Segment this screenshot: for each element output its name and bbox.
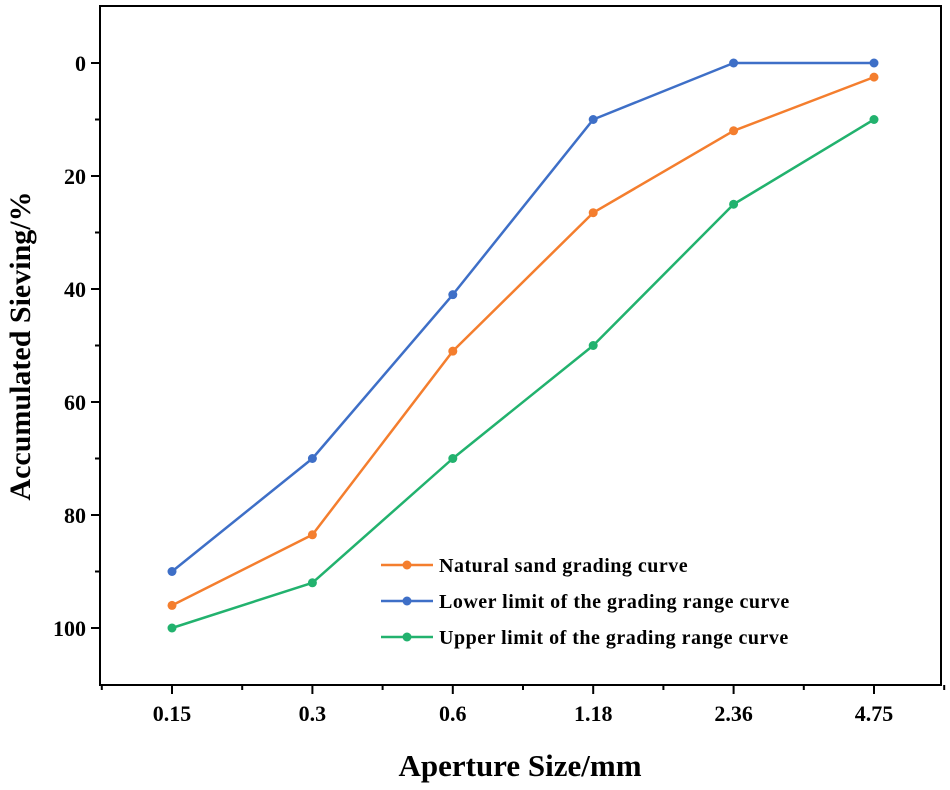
y-axis: 0 20 40 60 80 100 bbox=[53, 51, 100, 641]
data-point bbox=[869, 58, 879, 68]
legend-swatch-marker bbox=[402, 632, 412, 642]
series-2 bbox=[167, 58, 879, 576]
series-1 bbox=[167, 72, 879, 610]
data-point bbox=[167, 623, 177, 633]
x-tick-label: 0.3 bbox=[299, 701, 327, 726]
data-point bbox=[588, 341, 598, 350]
data-point bbox=[869, 72, 879, 82]
data-point bbox=[729, 126, 739, 136]
series-layer bbox=[167, 58, 879, 633]
data-point bbox=[588, 115, 598, 124]
x-axis: 0.15 0.3 0.6 1.18 2.36 4.75 bbox=[100, 685, 946, 726]
legend-label: Natural sand grading curve bbox=[439, 555, 688, 577]
x-axis-title: Aperture Size/mm bbox=[398, 748, 641, 783]
x-tick-label: 2.36 bbox=[714, 701, 753, 726]
y-tick-label: 40 bbox=[64, 277, 86, 302]
data-point bbox=[167, 567, 177, 576]
legend-item: Natural sand grading curve bbox=[381, 555, 688, 577]
y-tick-label: 60 bbox=[64, 390, 86, 415]
y-tick-label: 0 bbox=[75, 51, 86, 76]
series-line bbox=[171, 75, 875, 607]
data-point bbox=[729, 199, 739, 209]
data-point bbox=[588, 208, 598, 218]
legend-label: Upper limit of the grading range curve bbox=[439, 627, 789, 649]
data-point bbox=[307, 454, 317, 463]
legend-label: Lower limit of the grading range curve bbox=[439, 591, 790, 613]
legend: Natural sand grading curve Lower limit of… bbox=[381, 555, 790, 649]
y-tick-label: 80 bbox=[64, 503, 86, 528]
y-tick-label: 100 bbox=[53, 616, 86, 641]
series-line bbox=[171, 118, 875, 630]
plot-frame bbox=[99, 5, 942, 686]
x-tick-label: 1.18 bbox=[574, 701, 613, 726]
legend-item: Upper limit of the grading range curve bbox=[381, 627, 789, 649]
legend-item: Lower limit of the grading range curve bbox=[381, 591, 790, 613]
data-point bbox=[307, 530, 317, 540]
x-tick-label: 0.15 bbox=[153, 701, 192, 726]
x-tick-label: 4.75 bbox=[855, 701, 894, 726]
data-point bbox=[448, 290, 458, 300]
y-tick-label: 20 bbox=[64, 164, 86, 189]
x-tick-label: 0.6 bbox=[439, 701, 467, 726]
data-point bbox=[729, 58, 739, 68]
legend-swatch-marker bbox=[402, 560, 412, 570]
data-point bbox=[869, 115, 879, 124]
legend-swatch-marker bbox=[402, 596, 412, 606]
y-axis-title: Accumulated Sieving/% bbox=[4, 191, 37, 500]
data-point bbox=[307, 578, 317, 588]
data-point bbox=[448, 346, 458, 356]
series-line bbox=[171, 61, 874, 573]
data-point bbox=[167, 600, 177, 610]
series-3 bbox=[167, 115, 879, 633]
data-point bbox=[448, 454, 458, 463]
